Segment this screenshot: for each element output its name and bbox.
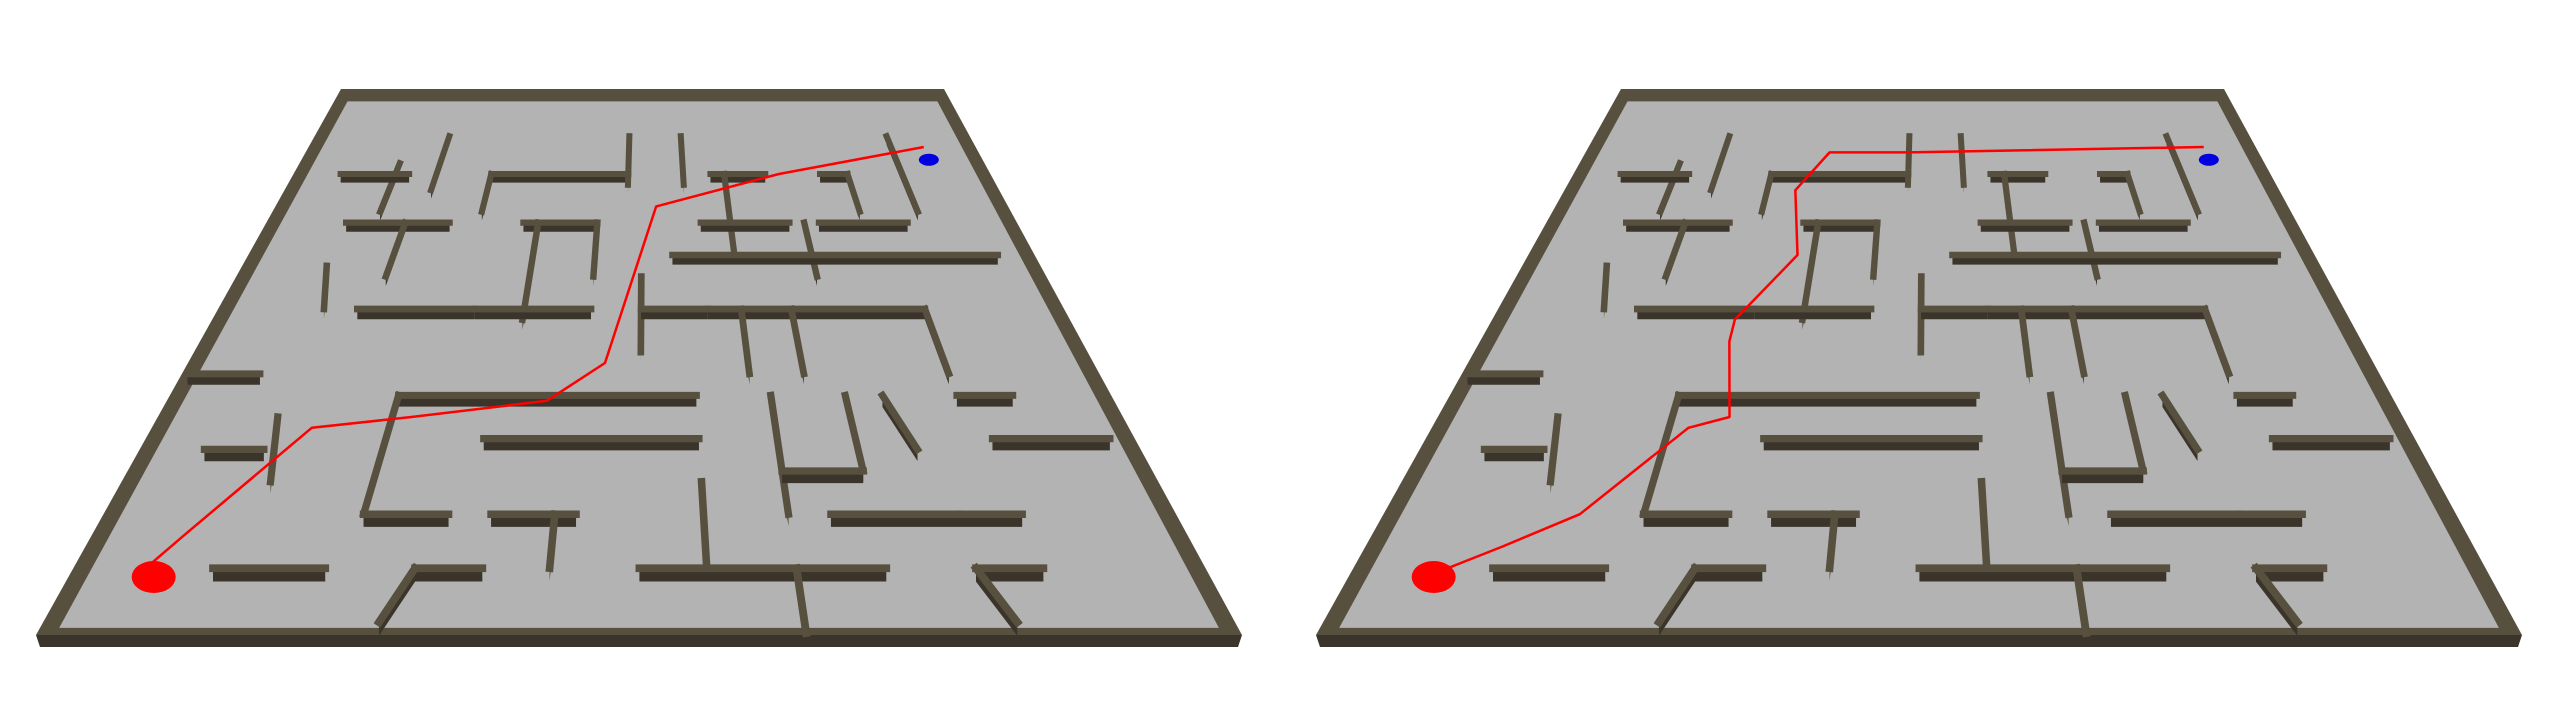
maze-wall: [589, 219, 601, 281]
maze-walls: [183, 132, 1114, 647]
maze-wall: [2120, 391, 2148, 476]
maze-wall: [843, 170, 864, 216]
maze-wall: [2017, 305, 2034, 378]
start-marker: [131, 561, 176, 593]
maze-wall: [1639, 390, 1684, 519]
maze-wall: [1600, 262, 1611, 313]
maze-wall: [1653, 562, 1701, 628]
maze-wall: [518, 218, 542, 324]
maze-wall: [2072, 563, 2091, 638]
maze-wall: [920, 304, 954, 379]
maze-wall: [2080, 218, 2101, 281]
maze-floor: [1339, 101, 2499, 628]
maze-wall: [381, 218, 410, 281]
maze-wall: [2250, 562, 2303, 628]
maze-wall: [1957, 133, 1967, 188]
maze-wall: [1798, 218, 1822, 324]
maze-wall: [359, 390, 404, 519]
goal-marker: [918, 153, 939, 166]
maze-wall: [970, 562, 1023, 628]
maze-wall: [1825, 510, 1839, 573]
maze-wall: [266, 413, 282, 486]
maze-wall: [624, 133, 633, 188]
maze-wall: [545, 510, 559, 573]
maze-wall: [800, 218, 821, 281]
maze-wall: [1661, 218, 1690, 281]
maze-wall: [677, 133, 687, 188]
path-line: [1419, 145, 2204, 581]
maze-wall: [1869, 219, 1881, 281]
maze-wall: [787, 305, 808, 378]
maze-wall: [478, 170, 496, 216]
maze-wall: [2046, 391, 2073, 519]
maze-wall: [2157, 390, 2203, 455]
maze-wall: [427, 132, 454, 195]
maze-wall: [1758, 170, 1776, 216]
maze-wall: [792, 563, 811, 638]
maze-wall: [882, 132, 922, 216]
path-line: [144, 145, 924, 570]
maze-wall: [1707, 132, 1734, 195]
maze-wall: [766, 391, 793, 519]
goal-marker: [2198, 153, 2219, 166]
maze-wall: [737, 305, 754, 378]
maze-base-side: [1316, 635, 2522, 647]
maze-wall: [320, 262, 331, 313]
maze-floor: [59, 101, 1219, 628]
maze-wall: [840, 391, 868, 476]
maze-wall: [2067, 305, 2088, 378]
maze-wall: [2123, 170, 2144, 216]
maze-base-side: [36, 635, 1242, 647]
maze-wall: [1546, 413, 1562, 486]
maze-panel-left: [36, 89, 1242, 647]
start-marker: [1411, 561, 1456, 593]
maze-walls: [1463, 132, 2394, 647]
maze-wall: [373, 562, 421, 628]
maze-wall: [2200, 304, 2234, 379]
maze-wall: [877, 390, 923, 455]
maze-wall: [1977, 477, 1991, 573]
maze-wall: [697, 477, 711, 573]
maze-wall: [2000, 170, 2018, 259]
maze-panel-right: [1316, 89, 2522, 647]
maze-wall: [1904, 133, 1913, 188]
